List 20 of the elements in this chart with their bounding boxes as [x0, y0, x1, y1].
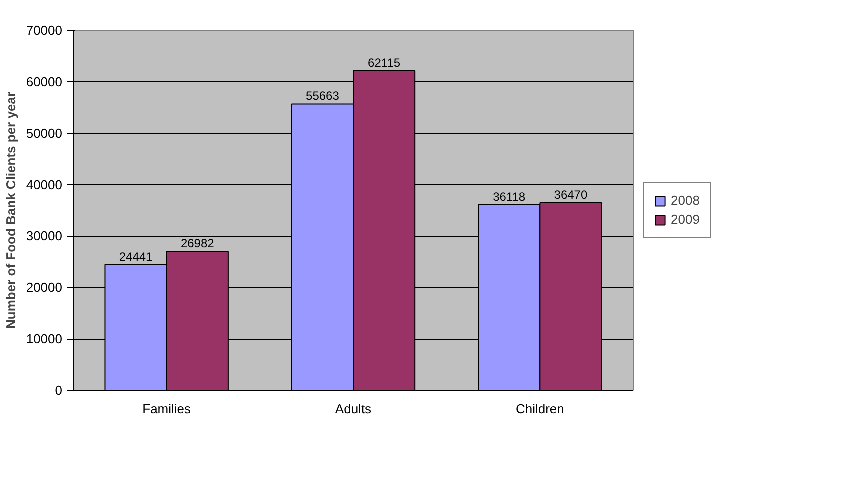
- x-tick-label: Families: [142, 402, 192, 416]
- y-axis-title: Number of Food Bank Clients per year: [3, 92, 18, 329]
- y-tick-label: 40000: [26, 177, 63, 192]
- data-label: 55663: [306, 89, 340, 104]
- data-label: 26982: [180, 236, 215, 251]
- data-label: 24441: [119, 250, 154, 264]
- data-label: 62115: [368, 56, 401, 70]
- y-tick-label: 30000: [26, 228, 63, 244]
- data-label: 36470: [554, 188, 588, 202]
- y-tick-label: 60000: [26, 74, 63, 90]
- y-tick-label: 50000: [26, 126, 63, 141]
- legend-label: 2009: [671, 212, 700, 227]
- y-tick-label: 10000: [26, 332, 63, 347]
- y-tick-label: 20000: [26, 280, 63, 296]
- x-tick-label: Adults: [335, 402, 372, 416]
- legend-label: 2008: [671, 193, 700, 208]
- y-tick-label: 70000: [26, 23, 63, 38]
- x-tick-label: Children: [516, 402, 564, 416]
- data-label: 36118: [493, 190, 526, 204]
- y-tick-label: 0: [55, 383, 63, 398]
